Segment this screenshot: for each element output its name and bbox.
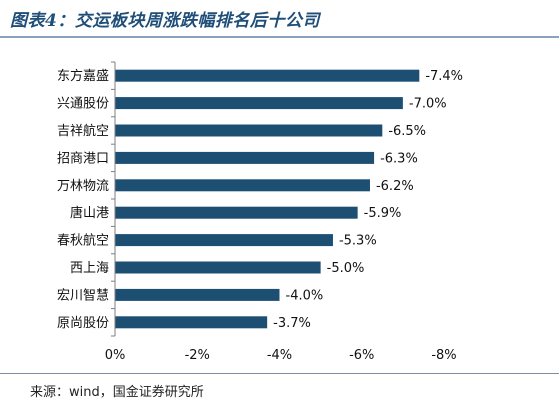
x-tick-label: 0% <box>105 348 126 363</box>
bar-10 <box>115 316 268 329</box>
category-label: 吉祥航空 <box>57 123 109 139</box>
category-label: 万林物流 <box>57 179 109 194</box>
bar-8 <box>115 261 321 274</box>
labels-layer: 东方嘉盛 -7.4% 兴通股份 -7.0% 吉祥航空 -6.5% 招商港口 -6.3% 万林物流… <box>57 68 463 331</box>
category-label: 东方嘉盛 <box>57 68 109 84</box>
data-label: -7.0% <box>409 97 447 112</box>
category-label: 春秋航空 <box>57 233 109 249</box>
category-label: 兴通股份 <box>57 97 109 112</box>
category-label: 原尚股份 <box>57 316 109 331</box>
bar-4 <box>115 151 375 164</box>
source-divider <box>0 373 559 374</box>
chart-title: 图表4：交运板块周涨跌幅排名后十公司 <box>10 11 320 31</box>
category-label: 招商港口 <box>57 151 109 166</box>
category-label: 西上海 <box>70 261 109 276</box>
bar-9 <box>115 288 280 301</box>
category-label: 唐山港 <box>70 205 109 221</box>
bar-3 <box>115 124 383 137</box>
data-label: -7.4% <box>425 69 463 84</box>
data-label: -6.5% <box>388 124 426 139</box>
data-label: -5.3% <box>339 234 377 249</box>
bars-layer <box>115 69 420 329</box>
bar-1 <box>115 69 420 82</box>
category-label: 宏川智慧 <box>57 287 109 303</box>
data-label: -6.3% <box>380 151 418 166</box>
bar-5 <box>115 179 370 192</box>
data-label: -5.9% <box>364 206 402 221</box>
x-tick-label: -6% <box>349 348 374 363</box>
x-tick-label: -2% <box>185 348 210 363</box>
source-note: 来源：wind，国金证券研究所 <box>30 385 204 400</box>
data-label: -5.0% <box>327 261 365 276</box>
axis-layer: 0% -2% -4% -6% -8% <box>105 61 457 363</box>
title-divider <box>0 36 559 38</box>
x-tick-label: -4% <box>267 348 292 363</box>
data-label: -4.0% <box>286 288 324 303</box>
data-label: -6.2% <box>376 179 414 194</box>
bar-6 <box>115 206 358 219</box>
bar-7 <box>115 234 333 247</box>
data-label: -3.7% <box>273 316 311 331</box>
x-tick-label: -8% <box>431 348 456 363</box>
bar-2 <box>115 97 403 110</box>
